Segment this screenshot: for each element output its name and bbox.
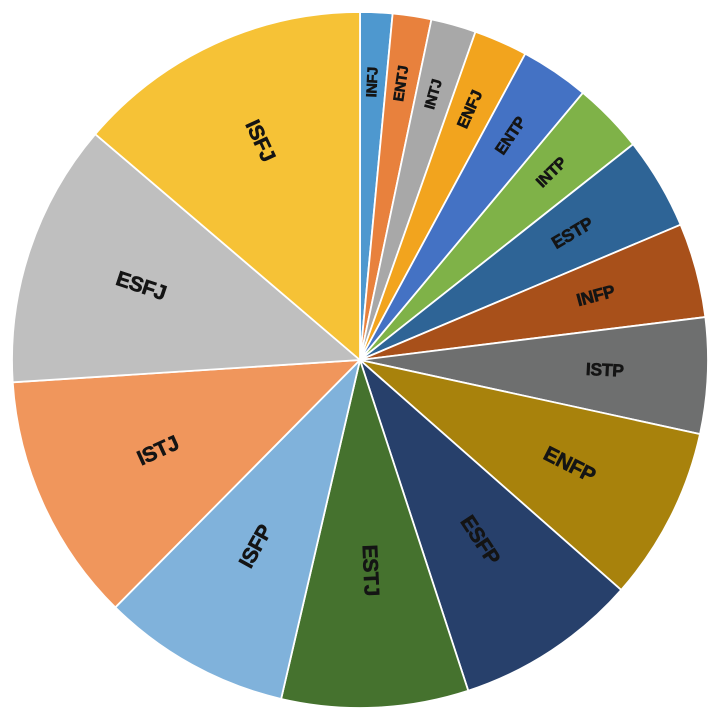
- svg-text:ISTP: ISTP: [586, 359, 625, 381]
- svg-text:ESTJ: ESTJ: [358, 544, 383, 596]
- svg-text:INFJ: INFJ: [364, 67, 381, 98]
